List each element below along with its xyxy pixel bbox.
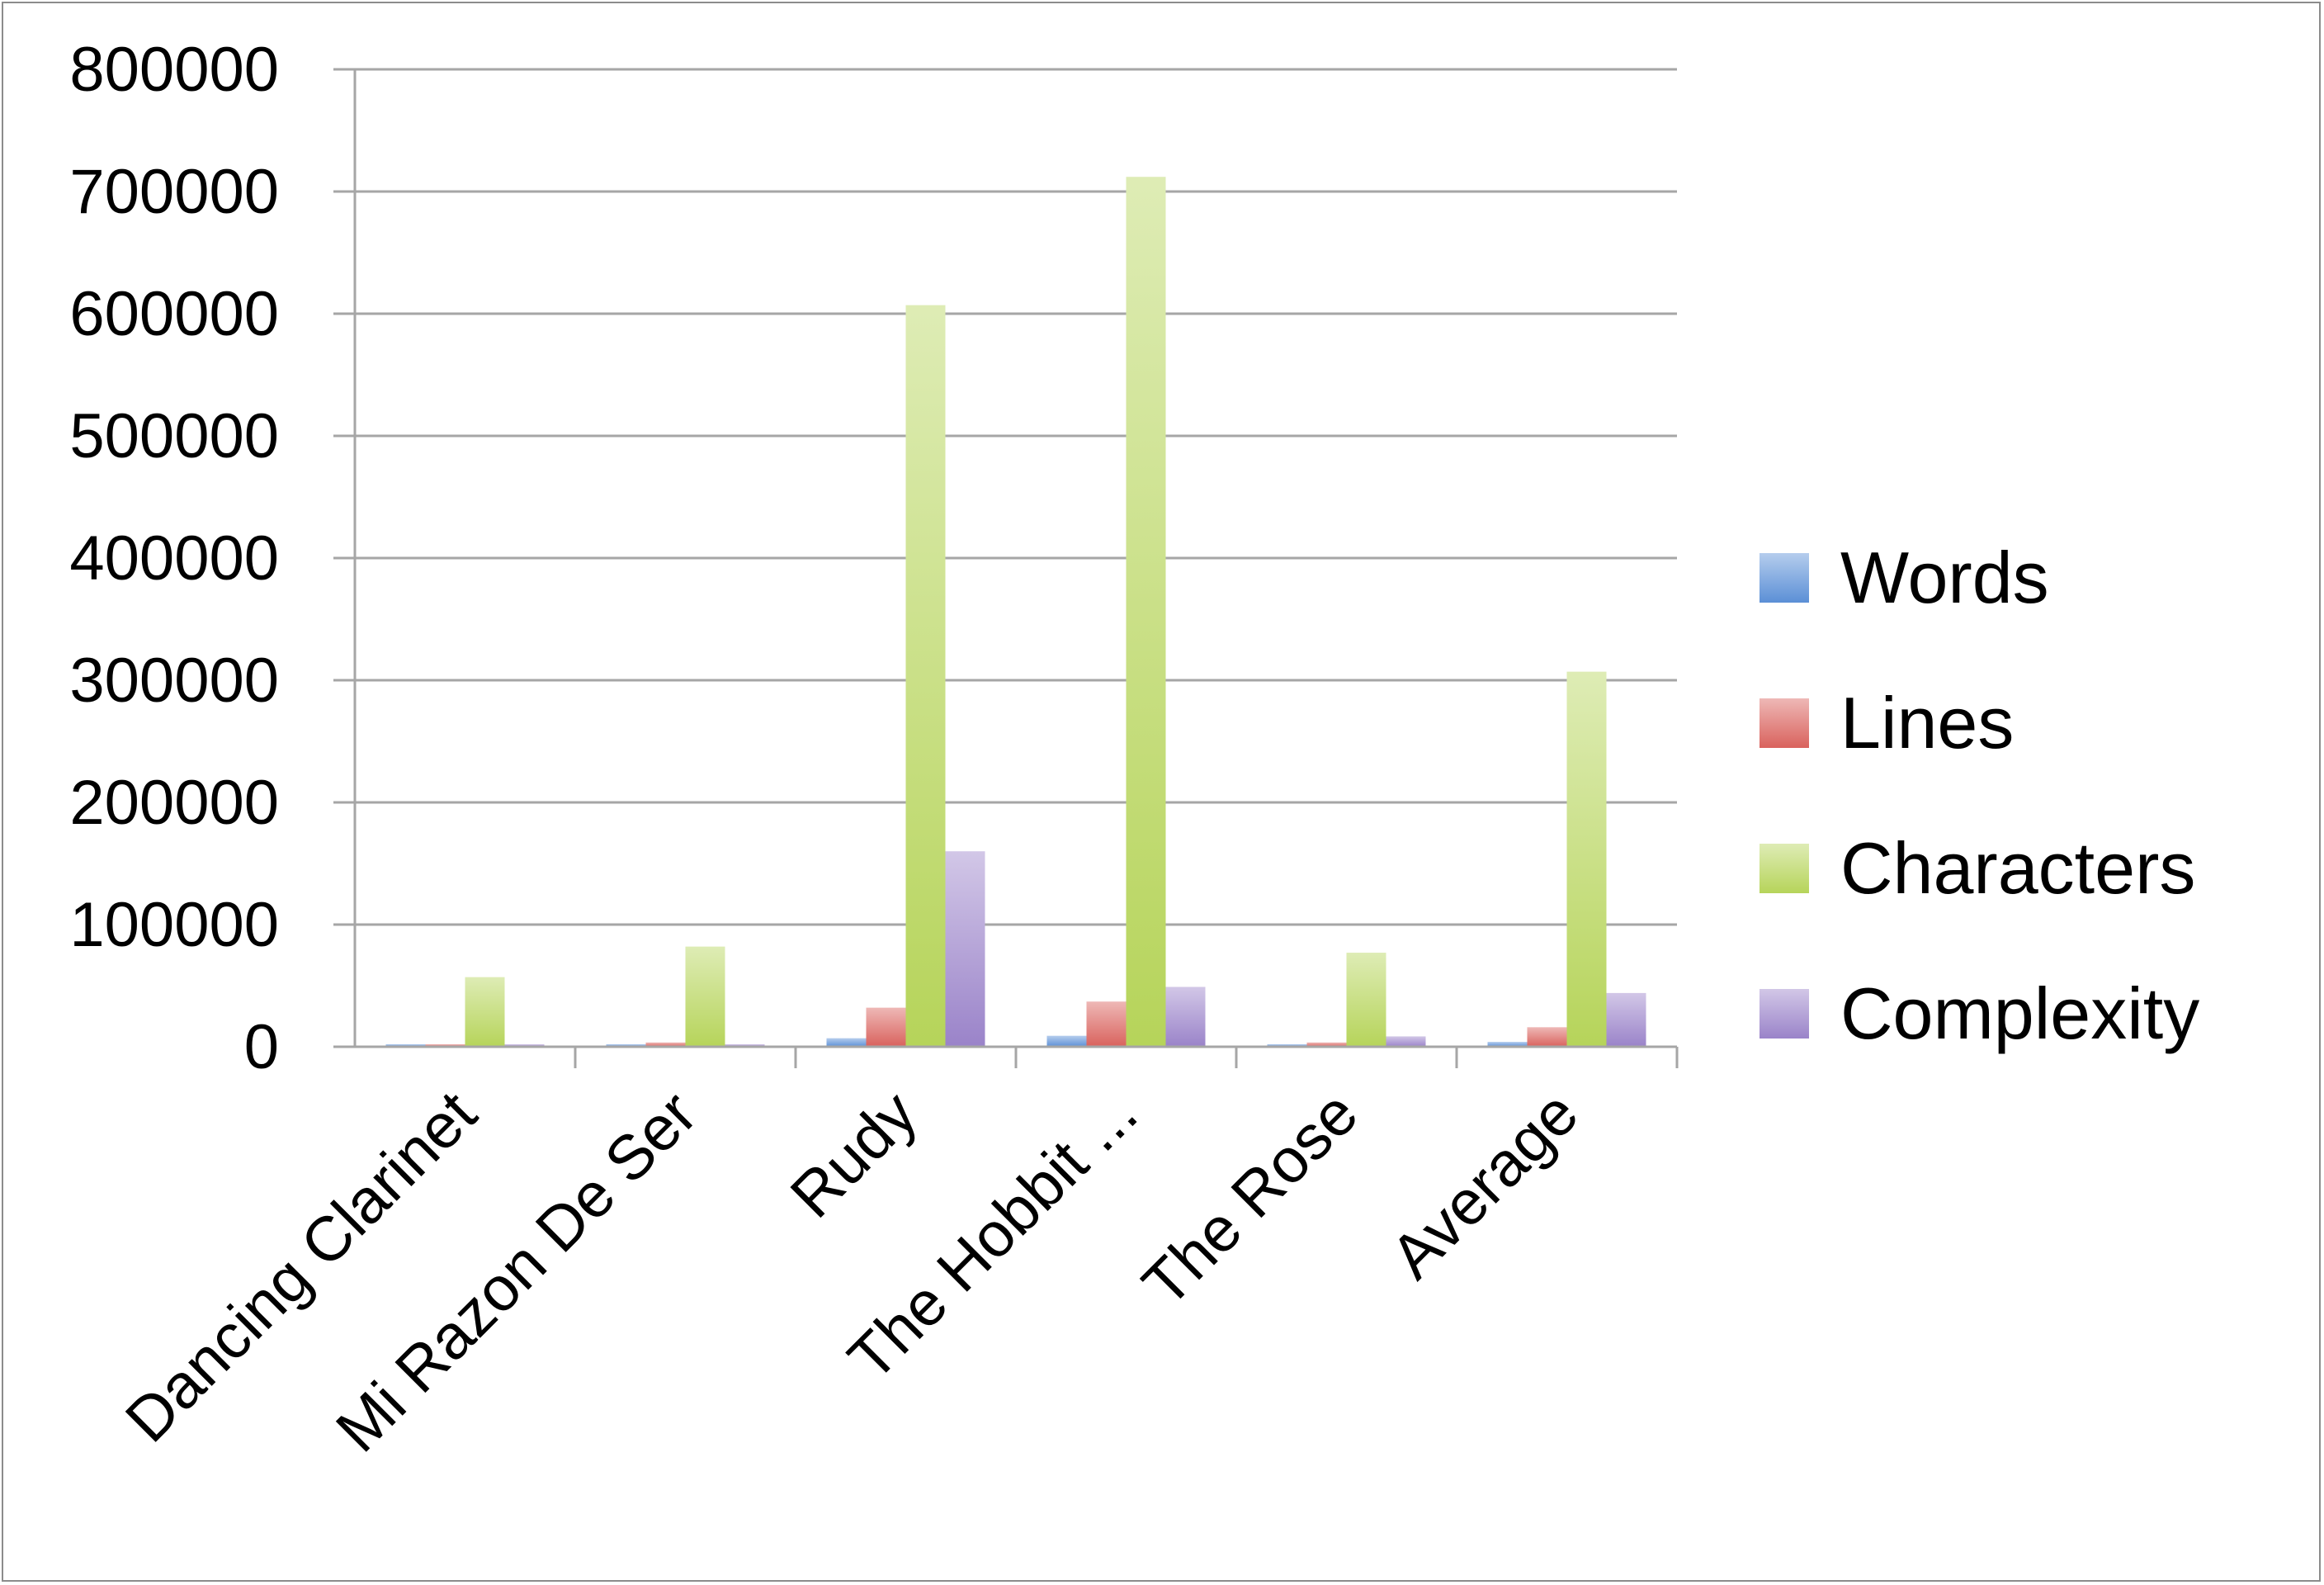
bar-lines-the-rose [1306,1042,1347,1047]
bar-characters-average [1566,671,1607,1047]
legend-label-characters: Characters [1840,827,2195,909]
bar-lines-rudy [866,1007,906,1047]
bar-complexity-rudy [945,851,985,1047]
x-tick-label: Average [1377,1078,1591,1292]
bar-characters-the-hobbit [1126,177,1166,1048]
y-tick-labels: 0 100000 200000 300000 400000 500000 600000 700… [69,35,279,1082]
bar-complexity-the-rose [1386,1036,1426,1047]
legend-swatch-lines [1760,698,1809,748]
y-tick-label: 0 [244,1012,279,1082]
bar-complexity-the-hobbit [1165,986,1206,1047]
bar-lines-the-hobbit [1086,1001,1127,1047]
legend-swatch-words [1760,553,1809,603]
y-tick-label: 600000 [69,279,279,349]
bar-characters-the-rose [1346,953,1386,1047]
bar-characters-rudy [905,305,946,1047]
legend-label-lines: Lines [1840,682,2014,764]
legend-swatch-characters [1760,844,1809,893]
legend-label-words: Words [1840,537,2049,618]
bar-complexity-average [1606,992,1646,1047]
x-tick-label: Rudy [777,1078,931,1232]
bar-lines-average [1527,1027,1567,1047]
gridlines [333,68,1677,926]
axes [333,69,1679,1068]
y-tick-label: 800000 [69,35,279,105]
x-tick-label: The Rose [1129,1078,1371,1320]
y-tick-label: 100000 [69,890,279,960]
y-tick-label: 400000 [69,523,279,594]
legend: Words Lines Characters Complexity [1760,537,2199,1054]
bar-words-average [1487,1042,1528,1047]
bar-words-rudy [826,1038,867,1047]
y-tick-label: 700000 [69,157,279,227]
legend-swatch-complexity [1760,989,1809,1039]
bars [385,177,1646,1048]
y-tick-label: 300000 [69,646,279,716]
legend-label-complexity: Complexity [1840,972,2199,1054]
bar-chart: 0 100000 200000 300000 400000 500000 600000 700… [69,35,2199,1465]
bar-lines-mi-razon-de-ser [645,1042,686,1047]
bar-characters-dancing-clarinet [465,977,505,1047]
bar-words-the-hobbit [1046,1035,1087,1047]
y-tick-label: 500000 [69,401,279,471]
y-tick-label: 200000 [69,768,279,838]
bar-characters-mi-razon-de-ser [685,946,725,1047]
